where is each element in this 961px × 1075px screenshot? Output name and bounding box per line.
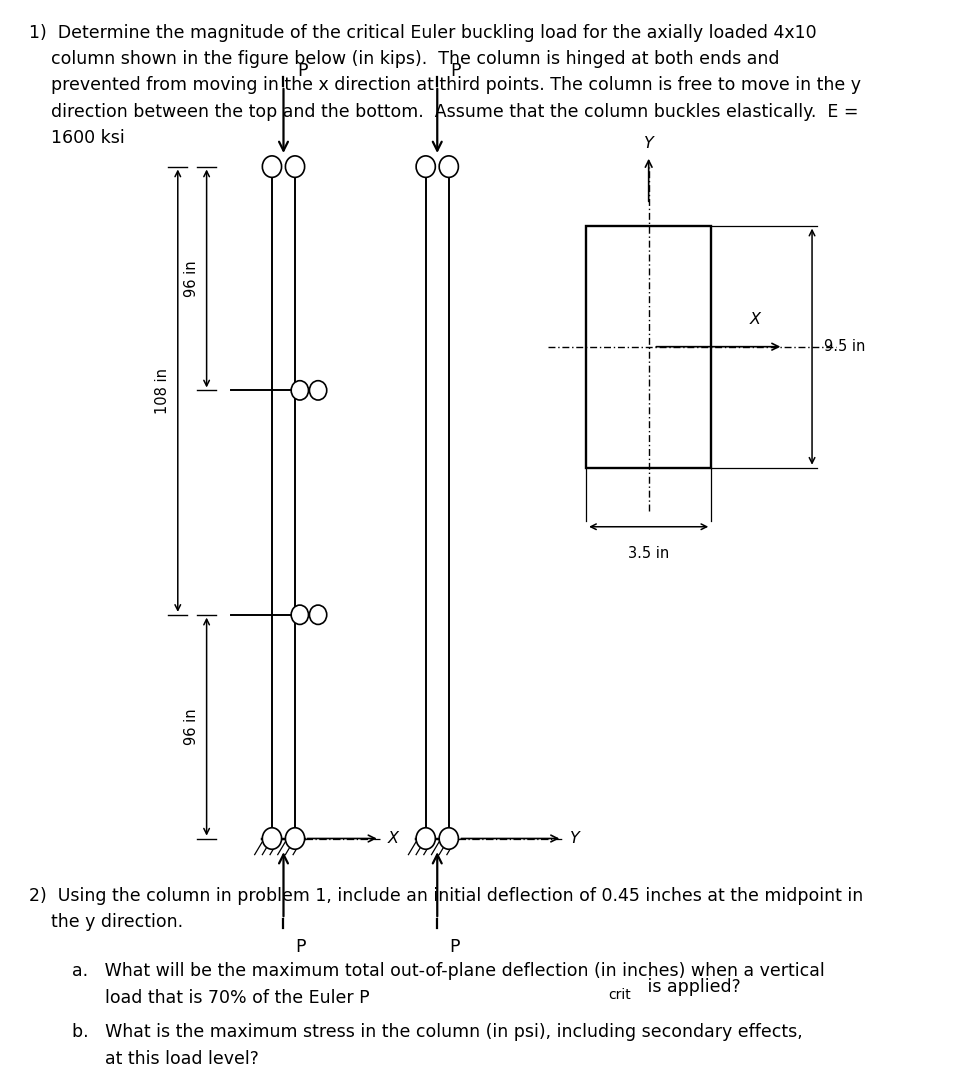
- Text: 2)  Using the column in problem 1, include an initial deflection of 0.45 inches : 2) Using the column in problem 1, includ…: [29, 887, 863, 931]
- Text: b.   What is the maximum stress in the column (in psi), including secondary effe: b. What is the maximum stress in the col…: [72, 1023, 802, 1067]
- Circle shape: [309, 381, 327, 400]
- Text: 3.5 in: 3.5 in: [628, 546, 669, 561]
- Bar: [586, 226, 711, 468]
- Text: Y: Y: [570, 831, 579, 846]
- Text: P: P: [295, 938, 306, 957]
- Text: 96 in: 96 in: [184, 260, 199, 297]
- Text: 9.5 in: 9.5 in: [824, 340, 865, 354]
- Circle shape: [262, 828, 282, 849]
- Text: X: X: [387, 831, 398, 846]
- Circle shape: [285, 156, 305, 177]
- Text: Y: Y: [644, 135, 653, 150]
- Circle shape: [262, 156, 282, 177]
- Circle shape: [285, 828, 305, 849]
- Circle shape: [291, 381, 308, 400]
- Circle shape: [439, 156, 458, 177]
- Text: P: P: [297, 61, 308, 80]
- Text: is applied?: is applied?: [642, 978, 741, 997]
- Text: P: P: [449, 938, 459, 957]
- Circle shape: [309, 605, 327, 625]
- Text: a.   What will be the maximum total out-of-plane deflection (in inches) when a v: a. What will be the maximum total out-of…: [72, 962, 825, 1006]
- Text: crit: crit: [608, 988, 631, 1002]
- Circle shape: [416, 156, 435, 177]
- Circle shape: [439, 828, 458, 849]
- Circle shape: [291, 605, 308, 625]
- Text: 96 in: 96 in: [184, 708, 199, 745]
- Circle shape: [416, 828, 435, 849]
- Text: X: X: [750, 313, 760, 327]
- Text: 1)  Determine the magnitude of the critical Euler buckling load for the axially : 1) Determine the magnitude of the critic…: [29, 24, 861, 147]
- Text: P: P: [451, 61, 461, 80]
- Text: 108 in: 108 in: [155, 368, 170, 414]
